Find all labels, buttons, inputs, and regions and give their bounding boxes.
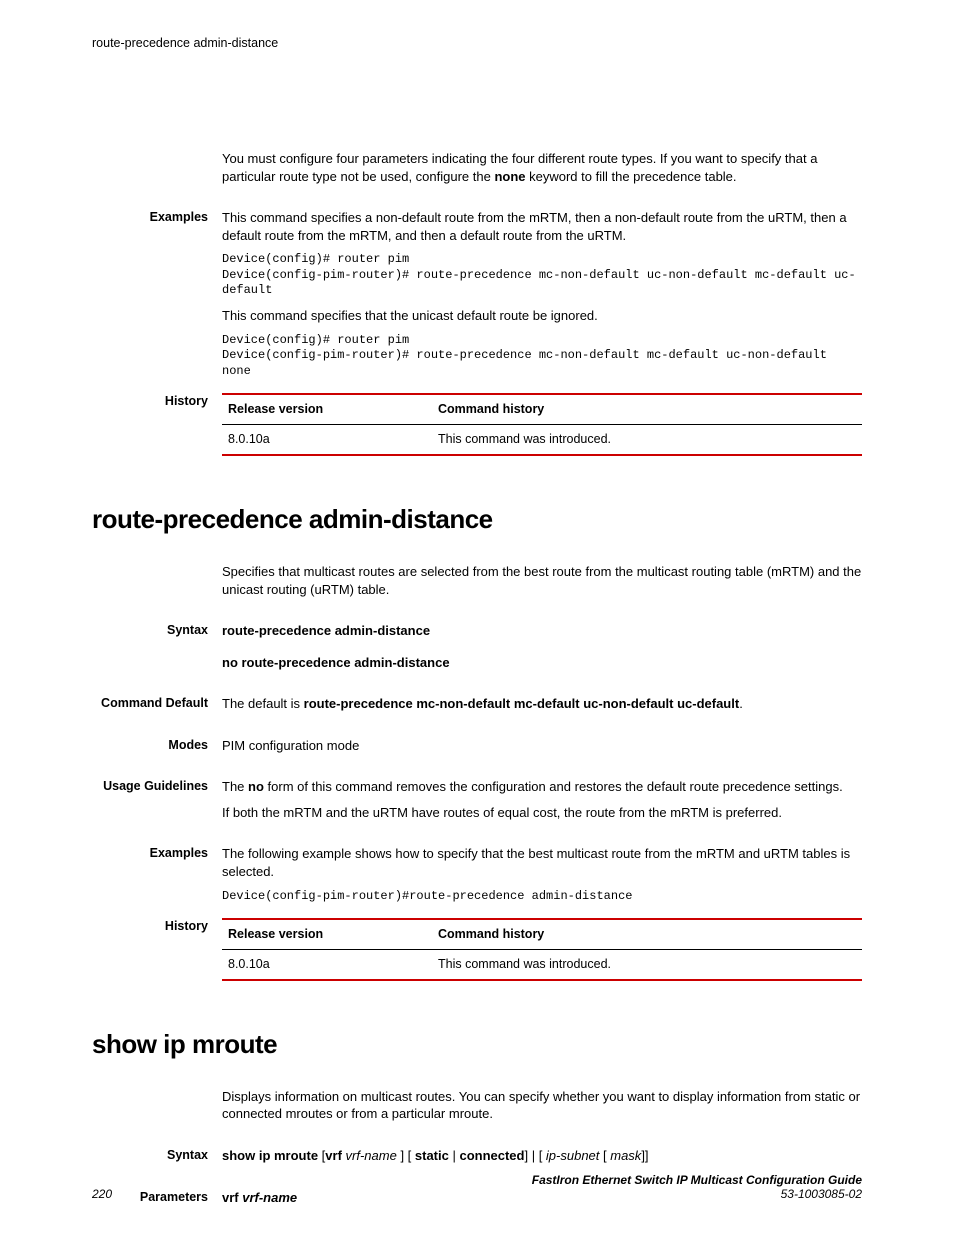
examples2-p: The following example shows how to speci… bbox=[222, 845, 862, 880]
examples1-p1: This command specifies a non-default rou… bbox=[222, 209, 862, 244]
examples2-code: Device(config-pim-router)#route-preceden… bbox=[222, 889, 862, 905]
page-number: 220 bbox=[92, 1187, 112, 1201]
syntax-line1: route-precedence admin-distance bbox=[222, 622, 862, 640]
history-table-1: Release version Command history 8.0.10a … bbox=[222, 393, 862, 456]
section-title-2: show ip mroute bbox=[92, 1029, 862, 1060]
history1-desc: This command was introduced. bbox=[432, 425, 862, 455]
history2-h1: Release version bbox=[222, 919, 432, 949]
usage-label: Usage Guidelines bbox=[92, 778, 222, 829]
table-row: 8.0.10a This command was introduced. bbox=[222, 425, 862, 455]
history1-h1: Release version bbox=[222, 394, 432, 424]
command-default-text: The default is route-precedence mc-non-d… bbox=[222, 695, 862, 713]
syntax-label: Syntax bbox=[92, 622, 222, 679]
examples2-label: Examples bbox=[92, 845, 222, 912]
examples1-p2: This command specifies that the unicast … bbox=[222, 307, 862, 325]
modes-text: PIM configuration mode bbox=[222, 737, 862, 755]
modes-label: Modes bbox=[92, 737, 222, 763]
usage-p1: The no form of this command removes the … bbox=[222, 778, 862, 796]
history1-label: History bbox=[92, 393, 222, 456]
footer-title: FastIron Ethernet Switch IP Multicast Co… bbox=[532, 1173, 862, 1187]
history2-label: History bbox=[92, 918, 222, 981]
history2-version: 8.0.10a bbox=[222, 949, 432, 979]
running-header: route-precedence admin-distance bbox=[92, 36, 862, 50]
intro-bold: none bbox=[494, 169, 525, 184]
examples-label: Examples bbox=[92, 209, 222, 387]
intro-post: keyword to fill the precedence table. bbox=[526, 169, 737, 184]
footer-docnum: 53-1003085-02 bbox=[532, 1187, 862, 1201]
history-table-2: Release version Command history 8.0.10a … bbox=[222, 918, 862, 981]
history2-h2: Command history bbox=[432, 919, 862, 949]
history1-version: 8.0.10a bbox=[222, 425, 432, 455]
table-row: 8.0.10a This command was introduced. bbox=[222, 949, 862, 979]
command-default-label: Command Default bbox=[92, 695, 222, 721]
examples1-code2: Device(config)# router pim Device(config… bbox=[222, 333, 862, 380]
usage-p2: If both the mRTM and the uRTM have route… bbox=[222, 804, 862, 822]
sec2-desc: Displays information on multicast routes… bbox=[222, 1088, 862, 1123]
examples1-code1: Device(config)# router pim Device(config… bbox=[222, 252, 862, 299]
syntax-label-2: Syntax bbox=[92, 1147, 222, 1173]
syntax-line2: no route-precedence admin-distance bbox=[222, 654, 862, 672]
section-title-1: route-precedence admin-distance bbox=[92, 504, 862, 535]
sec1-desc: Specifies that multicast routes are sele… bbox=[222, 563, 862, 598]
history2-desc: This command was introduced. bbox=[432, 949, 862, 979]
intro-paragraph: You must configure four parameters indic… bbox=[222, 150, 862, 185]
syntax2-line: show ip mroute [vrf vrf-name ] [ static … bbox=[222, 1147, 862, 1165]
page-footer: 220 FastIron Ethernet Switch IP Multicas… bbox=[92, 1173, 862, 1201]
history1-h2: Command history bbox=[432, 394, 862, 424]
